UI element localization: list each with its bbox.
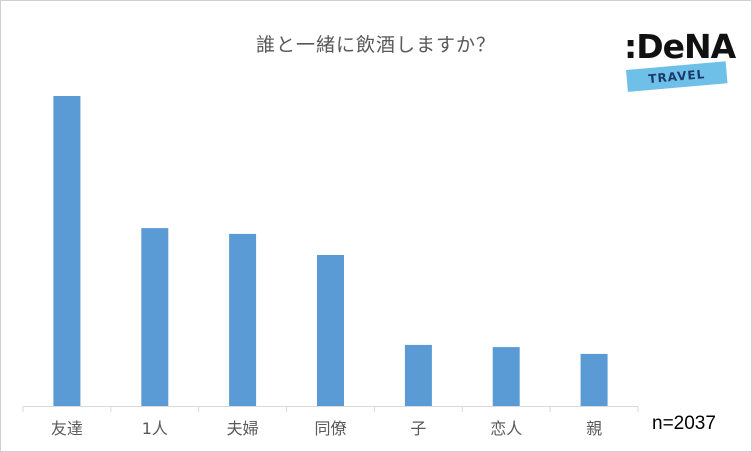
logo-tagline-text: TRAVEL [647,67,706,87]
bar-3 [317,255,344,406]
x-tick-label-2: 夫婦 [227,419,259,438]
bar-1 [141,228,169,406]
logo-brand-text: :DeNA [624,27,736,66]
bar-6 [580,353,608,406]
chart-title: 誰と一緒に飲酒しますか？ [255,34,496,56]
x-tick-label-5: 恋人 [490,419,522,438]
x-tick-label-3: 同僚 [314,419,346,438]
bar-4 [404,344,432,406]
dena-travel-logo: :DeNA TRAVEL [622,27,736,104]
x-tick-label-0: 友達 [51,419,83,438]
x-tick-label-4: 子 [410,419,426,438]
bar-2 [229,233,257,406]
bar-5 [492,347,520,406]
x-tick-label-6: 親 [586,419,602,438]
sample-size-label: n=2037 [652,413,716,434]
x-tick-label-1: 1人 [142,419,168,438]
bar-0 [53,96,81,406]
